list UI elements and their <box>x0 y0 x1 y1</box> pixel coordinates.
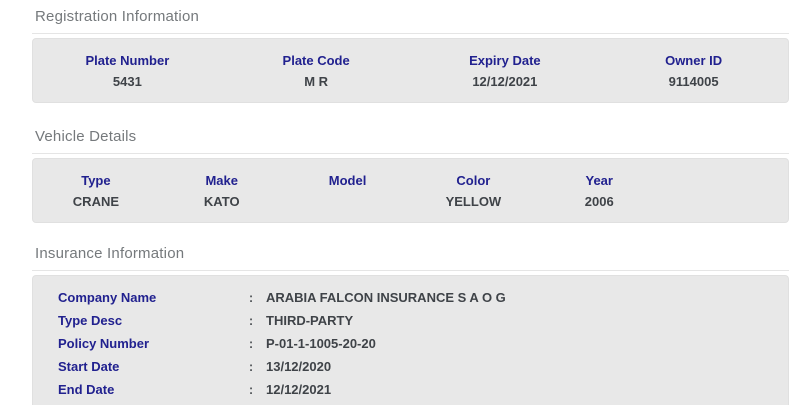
row-value: P-01-1-1005-20-20 <box>266 336 376 351</box>
field-make: Make KATO <box>159 170 285 212</box>
insurance-section-title: Insurance Information <box>32 243 789 271</box>
row-start-date: Start Date : 13/12/2020 <box>58 358 788 381</box>
row-label: Company Name <box>58 290 157 305</box>
field-model: Model <box>285 170 411 212</box>
field-value: 9114005 <box>668 74 719 89</box>
field-color: Color YELLOW <box>410 170 536 212</box>
field-label: Owner ID <box>665 53 723 68</box>
row-end-date: End Date : 12/12/2021 <box>58 381 788 404</box>
field-plate-code: Plate Code M R <box>222 50 411 92</box>
insurance-panel: Company Name : ARABIA FALCON INSURANCE S… <box>32 275 789 405</box>
field-label: Color <box>456 173 491 188</box>
row-label: Type Desc <box>58 313 123 328</box>
field-year: Year 2006 <box>536 170 662 212</box>
field-value: 2006 <box>584 194 614 209</box>
field-value: KATO <box>203 194 240 209</box>
row-value: THIRD-PARTY <box>266 313 354 328</box>
vehicle-section-title: Vehicle Details <box>32 126 789 154</box>
field-expiry-date: Expiry Date 12/12/2021 <box>411 50 600 92</box>
registration-section-title: Registration Information <box>32 6 789 34</box>
field-type: Type CRANE <box>33 170 159 212</box>
colon-separator: : <box>248 290 254 305</box>
field-label: Plate Code <box>282 53 350 68</box>
vehicle-panel: Type CRANE Make KATO Model Color YELLOW … <box>32 158 789 223</box>
field-plate-number: Plate Number 5431 <box>33 50 222 92</box>
field-value <box>285 191 411 212</box>
row-company-name: Company Name : ARABIA FALCON INSURANCE S… <box>58 289 788 312</box>
field-label: Type <box>81 173 111 188</box>
field-value: M R <box>304 74 329 89</box>
field-value: CRANE <box>72 194 120 209</box>
section-vehicle-details: Vehicle Details Type CRANE Make KATO Mod… <box>32 126 789 223</box>
colon-separator: : <box>248 359 254 374</box>
colon-separator: : <box>248 313 254 328</box>
registration-panel: Plate Number 5431 Plate Code M R Expiry … <box>32 38 789 103</box>
field-owner-id: Owner ID 9114005 <box>599 50 788 92</box>
section-registration: Registration Information Plate Number 54… <box>32 6 789 103</box>
field-label: Make <box>205 173 238 188</box>
section-insurance: Insurance Information Company Name : ARA… <box>32 243 789 405</box>
field-label: Expiry Date <box>469 53 541 68</box>
field-label: Model <box>328 173 367 188</box>
row-value: 13/12/2020 <box>266 359 332 374</box>
colon-separator: : <box>248 382 254 397</box>
row-value: 12/12/2021 <box>266 382 332 397</box>
row-label: End Date <box>58 382 115 397</box>
row-policy-number: Policy Number : P-01-1-1005-20-20 <box>58 335 788 358</box>
row-label: Start Date <box>58 359 120 374</box>
row-type-desc: Type Desc : THIRD-PARTY <box>58 312 788 335</box>
field-label: Year <box>585 173 613 188</box>
field-label: Plate Number <box>85 53 170 68</box>
row-value: ARABIA FALCON INSURANCE S A O G <box>266 290 506 305</box>
field-value: 5431 <box>112 74 142 89</box>
field-value: YELLOW <box>445 194 502 209</box>
field-value: 12/12/2021 <box>472 74 538 89</box>
row-label: Policy Number <box>58 336 150 351</box>
colon-separator: : <box>248 336 254 351</box>
